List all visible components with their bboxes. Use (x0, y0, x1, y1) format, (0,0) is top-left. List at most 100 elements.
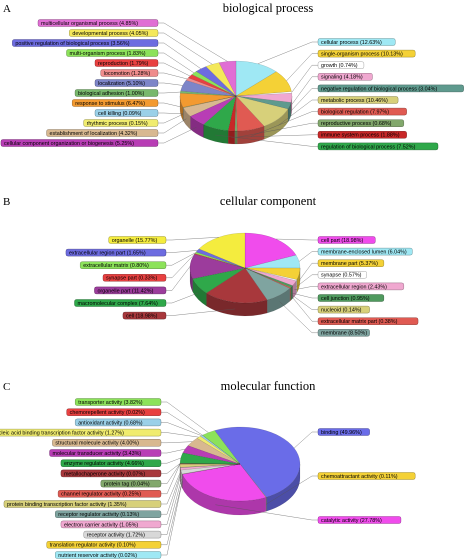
label-text: cell (18.98%) (126, 314, 158, 320)
label-text: translation regulator activity (0.10%) (50, 543, 136, 549)
label-text: negative regulation of biological proces… (321, 86, 437, 92)
label-box (46, 541, 162, 549)
leader-line (279, 301, 318, 333)
label-enzyme-regulator-activity: enzyme regulator activity (4.66%) (60, 457, 181, 467)
pie-labels: cellular process (12.63%) single-organism… (0, 19, 464, 150)
slice-positive-regulation-of-biological-process (195, 66, 237, 97)
leader-line (265, 475, 318, 505)
leader-line (251, 111, 318, 137)
label-text: biological adhesion (1.00%) (78, 91, 144, 97)
leader-line (215, 504, 318, 521)
label-transporter-activity: transporter activity (3.82%) (74, 398, 209, 433)
label-biological-regulation: biological regulation (7.97%) (251, 107, 407, 137)
label-box (55, 551, 162, 559)
panel-letter: A (3, 3, 11, 15)
label-box (52, 439, 162, 447)
label-text: transporter activity (3.82%) (78, 400, 143, 406)
label-text: developmental process (4.05%) (72, 31, 148, 37)
label-box (317, 259, 385, 267)
label-box (65, 248, 167, 257)
label-text: response to stimulus (6.47%) (75, 101, 145, 107)
label-text: organelle (15.77%) (112, 238, 158, 244)
leader-line (166, 266, 191, 291)
label-macromolecular-complex: macromolecular complex (7.64%) (74, 292, 199, 307)
label-negative-regulation-of-biological-process: negative regulation of biological proces… (289, 84, 464, 113)
slice-membrane (244, 267, 291, 301)
label-text: cellular component organization or bioge… (4, 141, 134, 147)
label-text: cellular process (12.63%) (321, 40, 382, 46)
label-text: signaling (4.18%) (321, 75, 363, 81)
label-box (317, 107, 407, 116)
label-box (12, 39, 159, 47)
label-binding: binding (49.96%) (294, 428, 370, 449)
label-text: catalytic activity (27.78%) (321, 518, 382, 524)
leader-line (158, 112, 184, 115)
label-cell-killing: cell killing (0.09%) (94, 109, 184, 117)
slice-cellular-component-organization-or-biogenesis (190, 95, 237, 125)
label-text: rhythmic process (0.15%) (87, 121, 148, 127)
slice-catalytic-activity (182, 463, 267, 502)
label-box (317, 472, 416, 480)
slice-cell-junction (244, 267, 293, 288)
pie-labels: cell part (18.98%) membrane-enclosed lume… (65, 236, 419, 337)
label-cellular-component-organization-or-biogenesis: cellular component organization or bioge… (0, 127, 197, 147)
label-text: structural molecule activity (4.00%) (55, 441, 139, 447)
label-multi-organism-process: multi-organism process (1.83%) (66, 49, 195, 74)
label-protein-binding-transcription-factor-activity: protein binding transcription factor act… (3, 472, 181, 508)
label-positive-regulation-of-biological-process: positive regulation of biological proces… (12, 39, 201, 69)
leader-line (291, 292, 318, 299)
leader-line (161, 481, 183, 545)
label-box (60, 459, 162, 467)
label-text: membrane (8.50%) (321, 331, 367, 337)
leader-line (166, 253, 195, 278)
label-cell: cell (18.98%) (122, 308, 236, 320)
label-box (94, 109, 159, 117)
label-response-to-stimulus: response to stimulus (6.47%) (71, 99, 181, 107)
label-text: molecular transducer activity (3.43%) (53, 451, 142, 457)
label-box (66, 408, 162, 416)
slice-molecular-transducer-activity (182, 445, 241, 465)
label-text: growth (0.74%) (321, 63, 358, 69)
label-text: synapse part (0.33%) (106, 276, 157, 282)
label-text: antioxidant activity (0.68%) (78, 420, 143, 426)
label-box (317, 61, 365, 69)
label-membrane-part: membrane part (5.37%) (299, 259, 385, 281)
leader-line (158, 127, 197, 144)
slice-membrane-part (244, 267, 301, 280)
slice-response-to-stimulus (179, 92, 237, 108)
pie-slices (179, 426, 301, 502)
slice-extracellular-region (244, 267, 297, 286)
leader-line (161, 481, 183, 556)
label-box (74, 299, 167, 307)
slice-extracellular-matrix-part (244, 267, 291, 289)
leader-line (166, 237, 219, 241)
leader-line (161, 422, 202, 436)
leader-line (158, 118, 187, 134)
label-receptor-activity: receptor activity (1.72%) (83, 478, 182, 539)
leader-line (215, 134, 318, 147)
label-text: synapse (0.57%) (321, 273, 362, 279)
label-text: extracellular matrix part (0.38%) (321, 319, 398, 325)
slice-receptor-activity (180, 463, 241, 475)
label-rhythmic-process: rhythmic process (0.15%) (83, 114, 184, 127)
slice-chemoattractant-activity (239, 463, 267, 498)
label-box (3, 500, 162, 508)
label-box (60, 520, 162, 529)
label-nucleic-acid-binding-transcription-factor-activity: nucleic acid binding transcription facto… (0, 428, 199, 438)
label-text: protein binding transcription factor act… (7, 502, 127, 508)
label-establishment-of-localization: establishment of localization (4.32%) (46, 118, 187, 137)
label-text: multi-organism process (1.83%) (70, 51, 146, 57)
label-text: extracellular matrix (0.80%) (83, 263, 149, 269)
label-text: organelle part (11.42%) (97, 288, 153, 294)
leader-line (298, 251, 318, 262)
leader-line (158, 62, 191, 77)
label-text: electron carrier activity (1.05%) (64, 522, 138, 528)
label-text: cell part (18.98%) (321, 238, 363, 244)
leader-line (158, 72, 188, 80)
slice-nucleic-acid-binding-transcription-factor-activity (196, 435, 241, 465)
leader-line (296, 274, 318, 287)
leader-line (166, 252, 196, 266)
label-box (49, 449, 162, 457)
label-extracellular-matrix-part: extracellular matrix part (0.38%) (289, 294, 419, 325)
